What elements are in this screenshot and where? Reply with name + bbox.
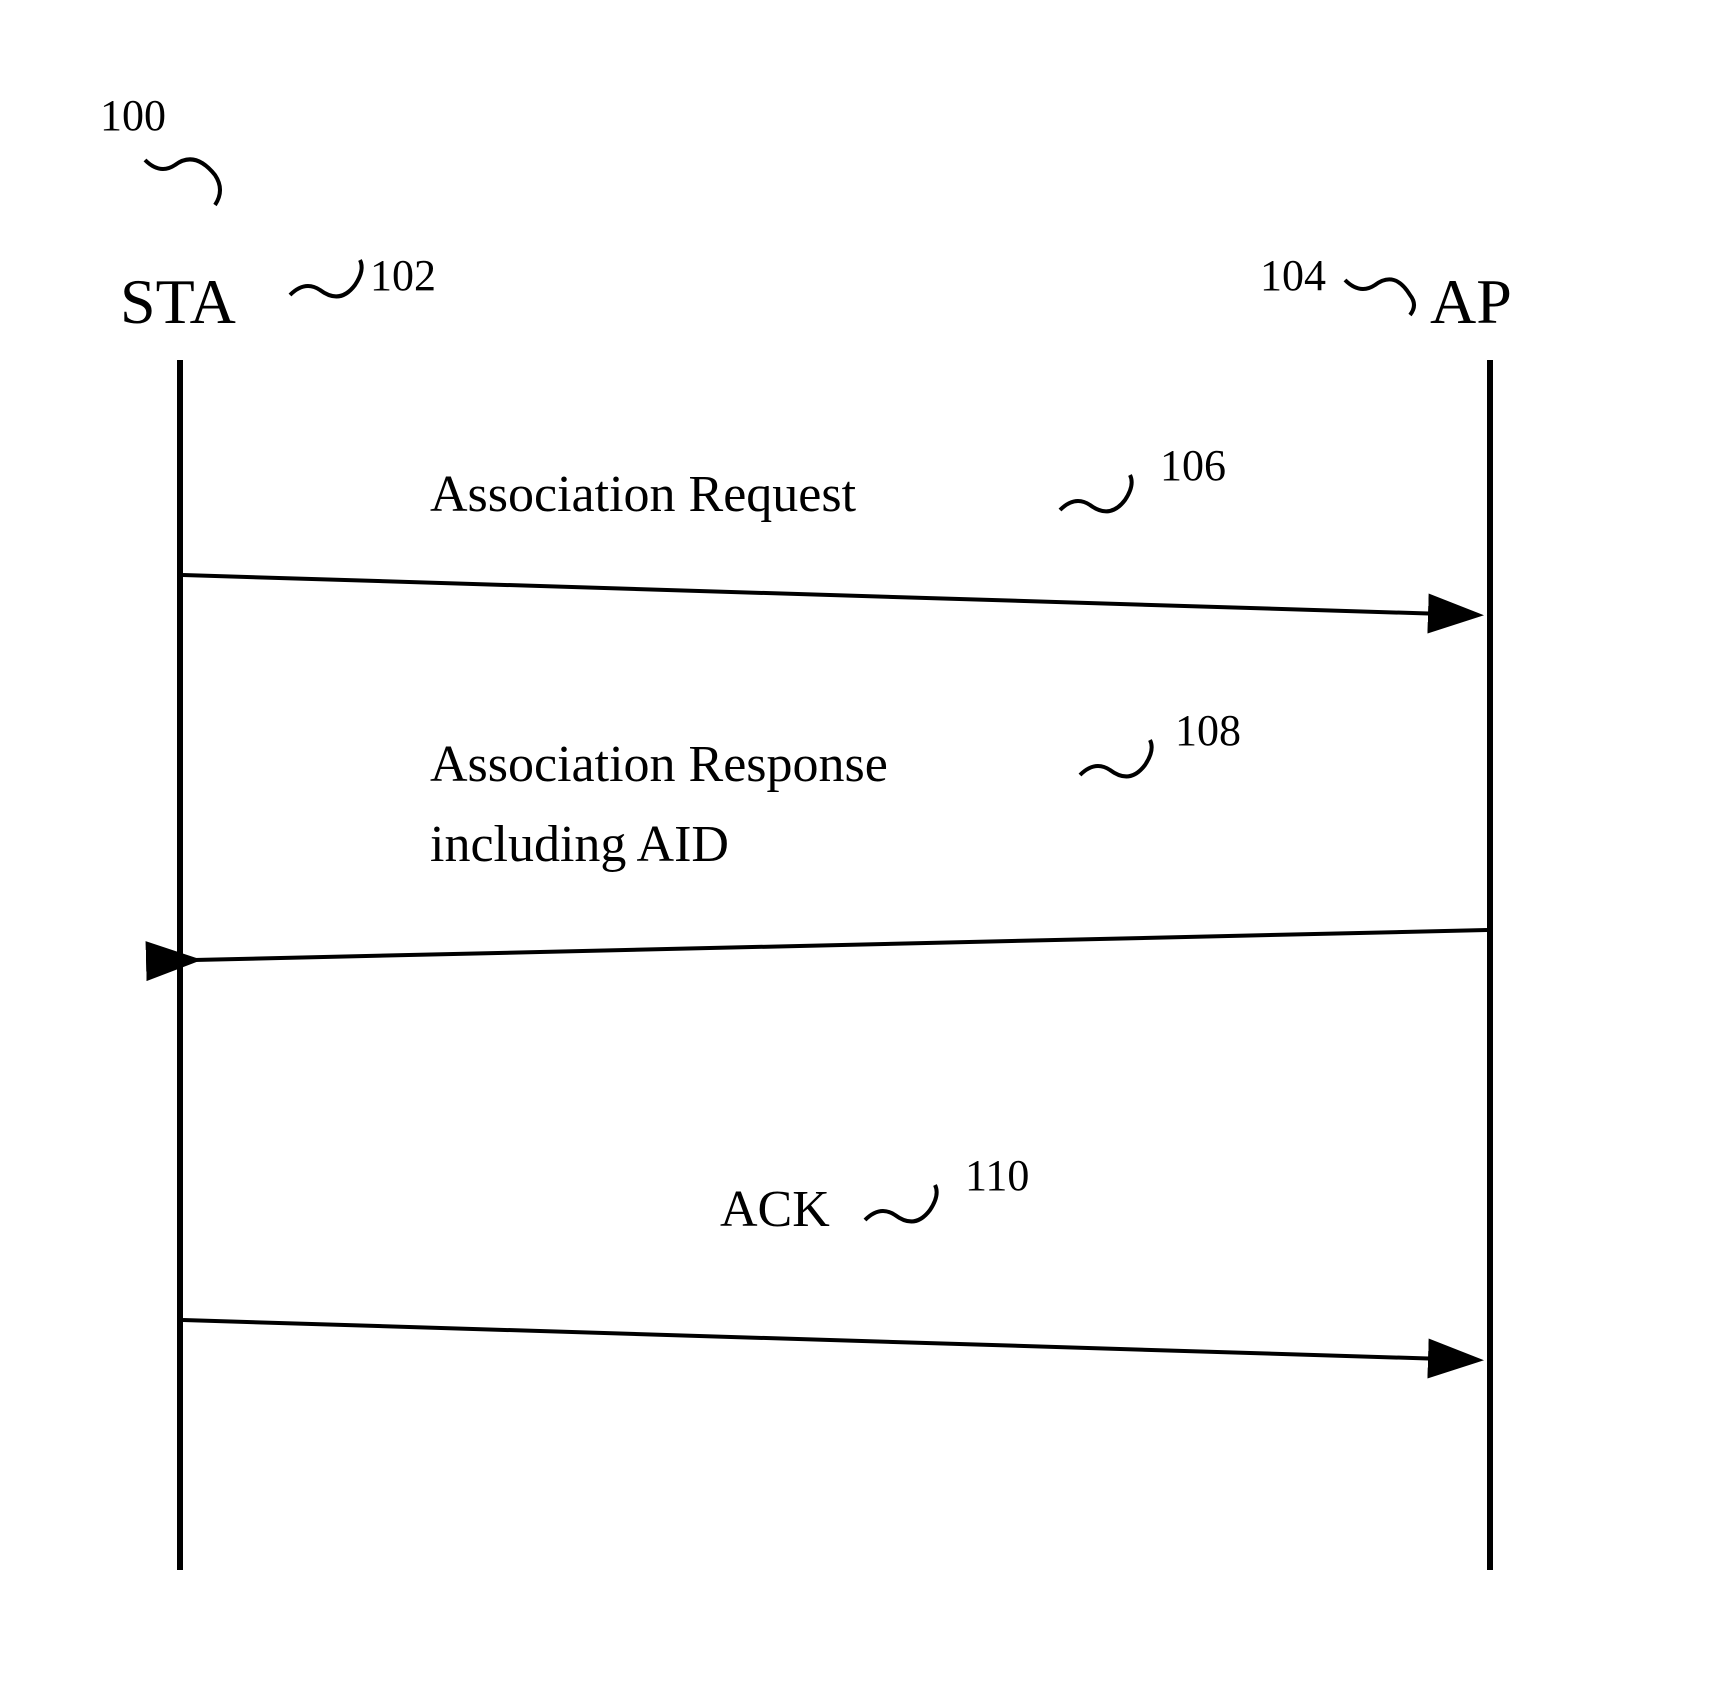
diagram-svg bbox=[0, 0, 1725, 1684]
msg-assoc-response-line2: including AID bbox=[430, 815, 729, 874]
ref-104: 104 bbox=[1260, 250, 1326, 301]
squiggle-100 bbox=[145, 159, 220, 205]
msg-assoc-request: Association Request bbox=[430, 465, 856, 524]
arrow-assoc-response bbox=[194, 930, 1487, 960]
ref-102: 102 bbox=[370, 250, 436, 301]
ref-106: 106 bbox=[1160, 440, 1226, 491]
participant-ap: AP bbox=[1430, 265, 1512, 339]
participant-sta: STA bbox=[120, 265, 236, 339]
arrow-assoc-request bbox=[183, 575, 1476, 615]
squiggle-104 bbox=[1345, 279, 1414, 315]
ref-110: 110 bbox=[965, 1150, 1029, 1201]
msg-ack: ACK bbox=[720, 1180, 830, 1239]
squiggle-106 bbox=[1060, 475, 1132, 511]
figure-ref-100: 100 bbox=[100, 90, 166, 141]
msg-assoc-response-line1: Association Response bbox=[430, 735, 888, 794]
arrow-ack bbox=[183, 1320, 1476, 1360]
squiggle-110 bbox=[865, 1185, 937, 1221]
sequence-diagram: 100 STA 102 AP 104 Association Request 1… bbox=[0, 0, 1725, 1684]
ref-108: 108 bbox=[1175, 705, 1241, 756]
squiggle-108 bbox=[1080, 740, 1152, 776]
squiggle-102 bbox=[290, 260, 362, 296]
